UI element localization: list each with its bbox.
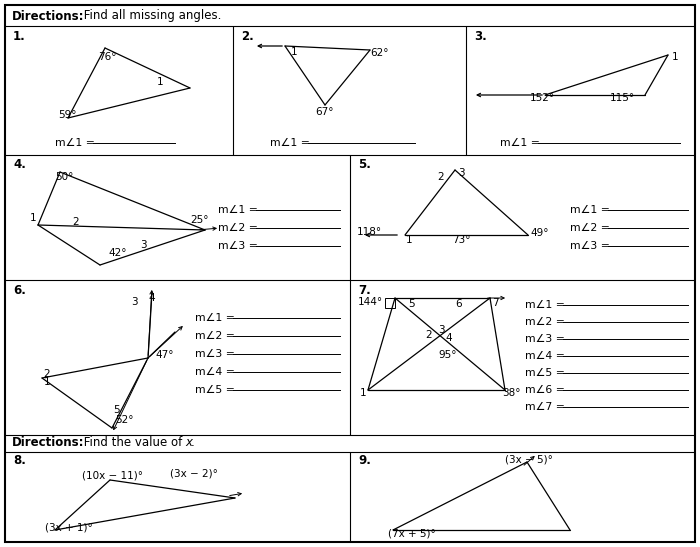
Text: 4: 4	[445, 333, 452, 343]
Text: 25°: 25°	[190, 215, 209, 225]
Text: m∠4 =: m∠4 =	[525, 351, 568, 361]
Text: 52°: 52°	[115, 415, 134, 425]
Text: 50°: 50°	[55, 172, 74, 182]
Text: 115°: 115°	[610, 93, 635, 103]
Bar	[385, 298, 395, 308]
Text: m∠5 =: m∠5 =	[195, 385, 239, 395]
Text: m∠1 =: m∠1 =	[270, 138, 314, 148]
Text: 2: 2	[426, 330, 432, 340]
Text: 1: 1	[43, 377, 50, 387]
Text: x: x	[185, 437, 192, 450]
Text: 73°: 73°	[452, 235, 470, 245]
Text: 62°: 62°	[370, 48, 388, 58]
Text: 1.: 1.	[13, 30, 26, 43]
Text: m∠1 =: m∠1 =	[218, 205, 261, 215]
Text: m∠3 =: m∠3 =	[525, 334, 568, 344]
Text: 6.: 6.	[13, 283, 26, 296]
Text: 118°: 118°	[357, 227, 382, 237]
Text: 1: 1	[406, 235, 412, 245]
Text: m∠6 =: m∠6 =	[525, 385, 568, 395]
Text: m∠3 =: m∠3 =	[218, 241, 261, 251]
Text: 38°: 38°	[502, 388, 521, 398]
Text: Find the value of: Find the value of	[80, 437, 186, 450]
Text: m∠5 =: m∠5 =	[525, 368, 568, 378]
Text: 8.: 8.	[13, 453, 26, 467]
Text: (3x − 2)°: (3x − 2)°	[170, 469, 218, 479]
Text: 42°: 42°	[108, 248, 127, 258]
Text: m∠2 =: m∠2 =	[570, 223, 613, 233]
Text: 1: 1	[157, 77, 163, 87]
Text: 1: 1	[672, 52, 678, 62]
Text: 4.: 4.	[13, 158, 26, 171]
Text: m∠3 =: m∠3 =	[570, 241, 613, 251]
Text: 59°: 59°	[58, 110, 76, 120]
Text: Directions:: Directions:	[12, 9, 85, 22]
Text: 1: 1	[291, 47, 298, 57]
Text: m∠1 =: m∠1 =	[55, 138, 99, 148]
Text: 67°: 67°	[315, 107, 333, 117]
Text: 3.: 3.	[474, 30, 486, 43]
Text: 4: 4	[148, 293, 155, 303]
Text: 5.: 5.	[358, 158, 371, 171]
Text: Find all missing angles.: Find all missing angles.	[80, 9, 221, 22]
Text: 5: 5	[113, 405, 120, 415]
Text: 76°: 76°	[98, 52, 116, 62]
Text: m∠1 =: m∠1 =	[570, 205, 613, 215]
Text: m∠7 =: m∠7 =	[525, 402, 568, 412]
Text: (7x + 5)°: (7x + 5)°	[388, 529, 435, 539]
Text: m∠1 =: m∠1 =	[195, 313, 239, 323]
Text: 152°: 152°	[530, 93, 555, 103]
Text: 2: 2	[438, 172, 444, 182]
Text: 1: 1	[29, 213, 36, 223]
Text: 7: 7	[492, 298, 498, 308]
Text: 49°: 49°	[530, 228, 549, 238]
Text: 95°: 95°	[438, 350, 456, 360]
Text: 3: 3	[140, 240, 146, 250]
Text: 9.: 9.	[358, 453, 371, 467]
Text: m∠1 =: m∠1 =	[525, 300, 568, 310]
Text: 7.: 7.	[358, 283, 371, 296]
Text: m∠2 =: m∠2 =	[218, 223, 261, 233]
Text: m∠2 =: m∠2 =	[525, 317, 568, 327]
Text: .: .	[191, 437, 195, 450]
Text: 3: 3	[438, 325, 444, 335]
Text: 1: 1	[359, 388, 366, 398]
Text: m∠4 =: m∠4 =	[195, 367, 239, 377]
Text: 2.: 2.	[241, 30, 253, 43]
Text: 2: 2	[72, 217, 78, 227]
Text: m∠2 =: m∠2 =	[195, 331, 239, 341]
Text: 47°: 47°	[155, 350, 174, 360]
Text: 3: 3	[458, 168, 465, 178]
Text: (10x − 11)°: (10x − 11)°	[82, 471, 143, 481]
Text: 6: 6	[455, 299, 461, 309]
Text: 5: 5	[408, 299, 414, 309]
Text: m∠3 =: m∠3 =	[195, 349, 239, 359]
Text: 144°: 144°	[358, 297, 383, 307]
Text: 3: 3	[132, 297, 138, 307]
Text: (3x + 1)°: (3x + 1)°	[45, 522, 92, 532]
Text: m∠1 =: m∠1 =	[500, 138, 543, 148]
Text: (3x − 5)°: (3x − 5)°	[505, 455, 553, 465]
Text: Directions:: Directions:	[12, 437, 85, 450]
Text: 2: 2	[43, 369, 50, 379]
